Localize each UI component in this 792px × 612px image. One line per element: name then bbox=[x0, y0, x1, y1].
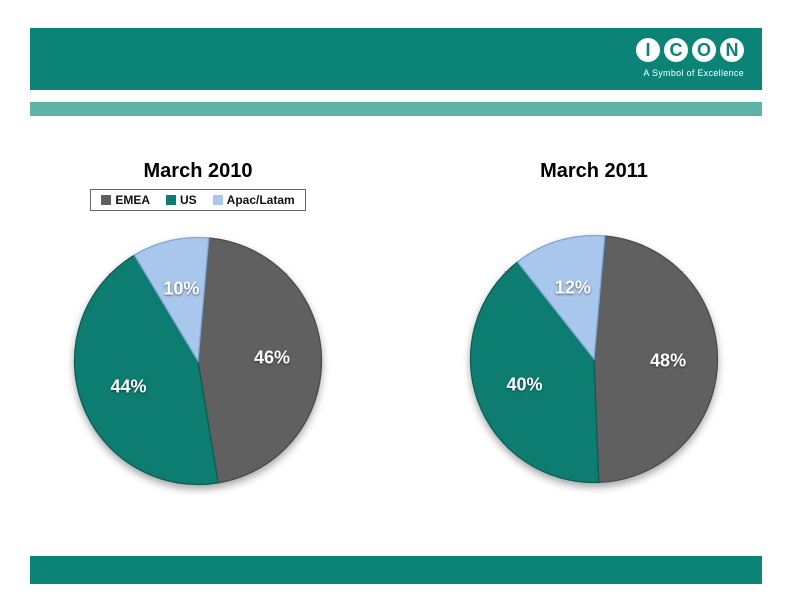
swatch-us bbox=[166, 195, 176, 205]
svg-text:I: I bbox=[645, 40, 650, 60]
icon-logo-svg: I C O N bbox=[634, 36, 744, 64]
chart-title: March 2011 bbox=[424, 160, 764, 183]
footer-bar bbox=[30, 556, 762, 584]
charts-area: March 2010 EMEA US Apac/Latam bbox=[0, 160, 792, 491]
svg-text:C: C bbox=[670, 40, 683, 60]
brand-logo: I C O N A Symbol of Excellence bbox=[604, 36, 744, 78]
legend-item-emea: EMEA bbox=[101, 193, 150, 207]
brand-logo-mark: I C O N bbox=[604, 36, 744, 64]
legend: EMEA US Apac/Latam bbox=[90, 189, 305, 211]
brand-tagline: A Symbol of Excellence bbox=[604, 68, 744, 78]
slide: { "brand": { "name": "ICON", "tagline": … bbox=[0, 0, 792, 612]
pie-2010: 46% 44% 10% bbox=[68, 231, 328, 491]
spacer bbox=[424, 189, 764, 219]
legend-item-apac: Apac/Latam bbox=[213, 193, 295, 207]
swatch-apac bbox=[213, 195, 223, 205]
swatch-emea bbox=[101, 195, 111, 205]
chart-title: March 2010 bbox=[28, 160, 368, 183]
legend-item-us: US bbox=[166, 193, 197, 207]
chart-2011: March 2011 48% 40% 12% bbox=[424, 160, 764, 491]
slice-label-us: 40% bbox=[506, 374, 542, 395]
slice-label-us: 44% bbox=[110, 376, 146, 397]
slice-label-emea: 48% bbox=[650, 350, 686, 371]
slice-label-emea: 46% bbox=[254, 348, 290, 369]
svg-text:N: N bbox=[726, 40, 739, 60]
svg-text:O: O bbox=[697, 40, 711, 60]
slice-label-apac-latam: 12% bbox=[555, 277, 591, 298]
accent-bar bbox=[30, 102, 762, 116]
legend-label: US bbox=[180, 193, 197, 207]
chart-2010: March 2010 EMEA US Apac/Latam bbox=[28, 160, 368, 491]
legend-label: EMEA bbox=[115, 193, 150, 207]
slice-label-apac-latam: 10% bbox=[163, 278, 199, 299]
legend-label: Apac/Latam bbox=[227, 193, 295, 207]
pie-2011: 48% 40% 12% bbox=[464, 229, 724, 489]
